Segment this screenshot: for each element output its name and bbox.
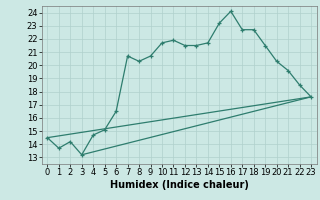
X-axis label: Humidex (Indice chaleur): Humidex (Indice chaleur) xyxy=(110,180,249,190)
